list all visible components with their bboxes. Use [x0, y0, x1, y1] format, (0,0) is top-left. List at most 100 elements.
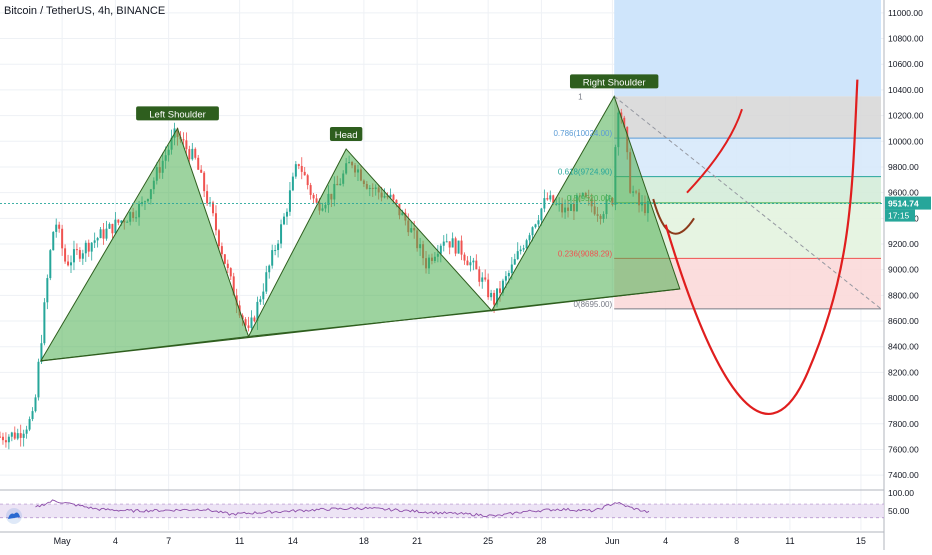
price-tick-label: 7400.00: [888, 470, 919, 480]
candle-body: [61, 228, 64, 249]
candle-body: [466, 260, 469, 266]
candle-body: [93, 240, 96, 243]
candle-body: [46, 278, 49, 303]
logo-cloud: [8, 512, 20, 519]
candle-body: [241, 315, 244, 320]
candle-body: [291, 176, 294, 191]
candle-body: [312, 194, 315, 199]
candle-body: [493, 292, 496, 305]
price-axis-bg: [884, 0, 932, 550]
candle-body: [303, 171, 306, 176]
rsi-band: [0, 504, 884, 518]
candle-body: [197, 157, 200, 170]
left-shoulder-label-text: Left Shoulder: [149, 109, 206, 120]
rsi-tick-50: 50.00: [888, 506, 910, 516]
candle-body: [395, 199, 398, 204]
last-price-tag: 9514.74 17:15: [885, 196, 931, 222]
candle-body: [504, 276, 507, 281]
head-label-text: Head: [335, 130, 358, 141]
candle-body: [90, 242, 93, 252]
candle-body: [256, 301, 259, 322]
time-tick-label: 4: [663, 536, 668, 546]
price-tick-label: 8800.00: [888, 290, 919, 300]
candle-body: [507, 273, 510, 277]
candle-body: [99, 229, 102, 239]
time-axis: May 4 7 11 14 18 21 25 28 Jun 4 8 11 15: [0, 531, 884, 546]
candle-body: [81, 253, 84, 259]
fib-label: 0.5(9520.00): [567, 194, 613, 203]
candle-body: [516, 251, 519, 260]
candle-body: [188, 149, 191, 160]
tradingview-logo-icon: [6, 508, 22, 524]
candle-body: [481, 277, 484, 282]
candle-body: [96, 238, 99, 241]
neckline: [40, 288, 680, 362]
candle-body: [294, 164, 297, 177]
price-tick-label: 9000.00: [888, 265, 919, 275]
left-shoulder-label-bg: [136, 106, 219, 121]
candle-body: [34, 397, 37, 412]
candle-body: [67, 261, 70, 266]
candle-body: [451, 238, 454, 248]
candle-body: [220, 246, 223, 255]
time-tick-label: 4: [113, 536, 118, 546]
candle-body: [194, 148, 197, 158]
time-tick-label: 18: [359, 536, 369, 546]
candle-body: [454, 238, 457, 254]
candle-body: [22, 433, 25, 438]
upper-projection-curve: [686, 108, 743, 194]
candle-body: [534, 224, 537, 228]
candle-body: [87, 242, 90, 252]
candle-body: [40, 343, 43, 362]
candle-body: [315, 198, 318, 203]
time-tick-label: Jun: [605, 536, 620, 546]
candle-body: [472, 260, 475, 263]
time-tick-label: 15: [856, 536, 866, 546]
candle-body: [525, 240, 528, 249]
candle-body: [496, 288, 499, 305]
candle-body: [229, 268, 232, 277]
candle-body: [288, 190, 291, 212]
fib-band-618: [614, 176, 881, 203]
candle-body: [522, 248, 525, 250]
rsi-tick-100: 100.00: [888, 488, 914, 498]
candle-body: [1, 436, 4, 441]
candle-body: [250, 317, 253, 328]
candle-body: [31, 411, 34, 420]
candle-body: [114, 219, 117, 234]
price-tick-label: 11000.00: [888, 8, 923, 18]
candle-body: [445, 241, 448, 243]
candle-body: [306, 175, 309, 186]
small-projection-curve: [652, 198, 695, 235]
candle-body: [108, 223, 111, 229]
right-shoulder-label-text: Right Shoulder: [583, 77, 646, 88]
candle-body: [223, 254, 226, 264]
candle-body: [209, 202, 212, 204]
candle-body: [191, 148, 194, 160]
candle-body: [217, 230, 220, 247]
candle-body: [546, 198, 549, 200]
candle-body: [528, 235, 531, 241]
candle-body: [203, 172, 206, 192]
fib-label: 0.786(10024.00): [553, 129, 612, 138]
candle-body: [259, 299, 262, 302]
price-tick-label: 9600.00: [888, 188, 919, 198]
candle-body: [439, 245, 442, 254]
candle-body: [262, 291, 265, 300]
time-tick-label: 8: [734, 536, 739, 546]
price-tick-label: 8600.00: [888, 316, 919, 326]
price-tick-label: 10600.00: [888, 59, 924, 69]
candle-body: [25, 429, 28, 434]
candle-body: [513, 259, 516, 265]
candle-body: [102, 229, 105, 239]
right-shoulder-label: Right Shoulder: [569, 74, 659, 89]
candle-body: [549, 195, 552, 200]
candle-body: [185, 140, 188, 150]
candle-body: [226, 263, 229, 269]
time-tick-label: 7: [166, 536, 171, 546]
time-tick-label: 28: [536, 536, 546, 546]
price-tick-label: 10200.00: [888, 111, 924, 121]
rsi-line: [35, 499, 650, 518]
